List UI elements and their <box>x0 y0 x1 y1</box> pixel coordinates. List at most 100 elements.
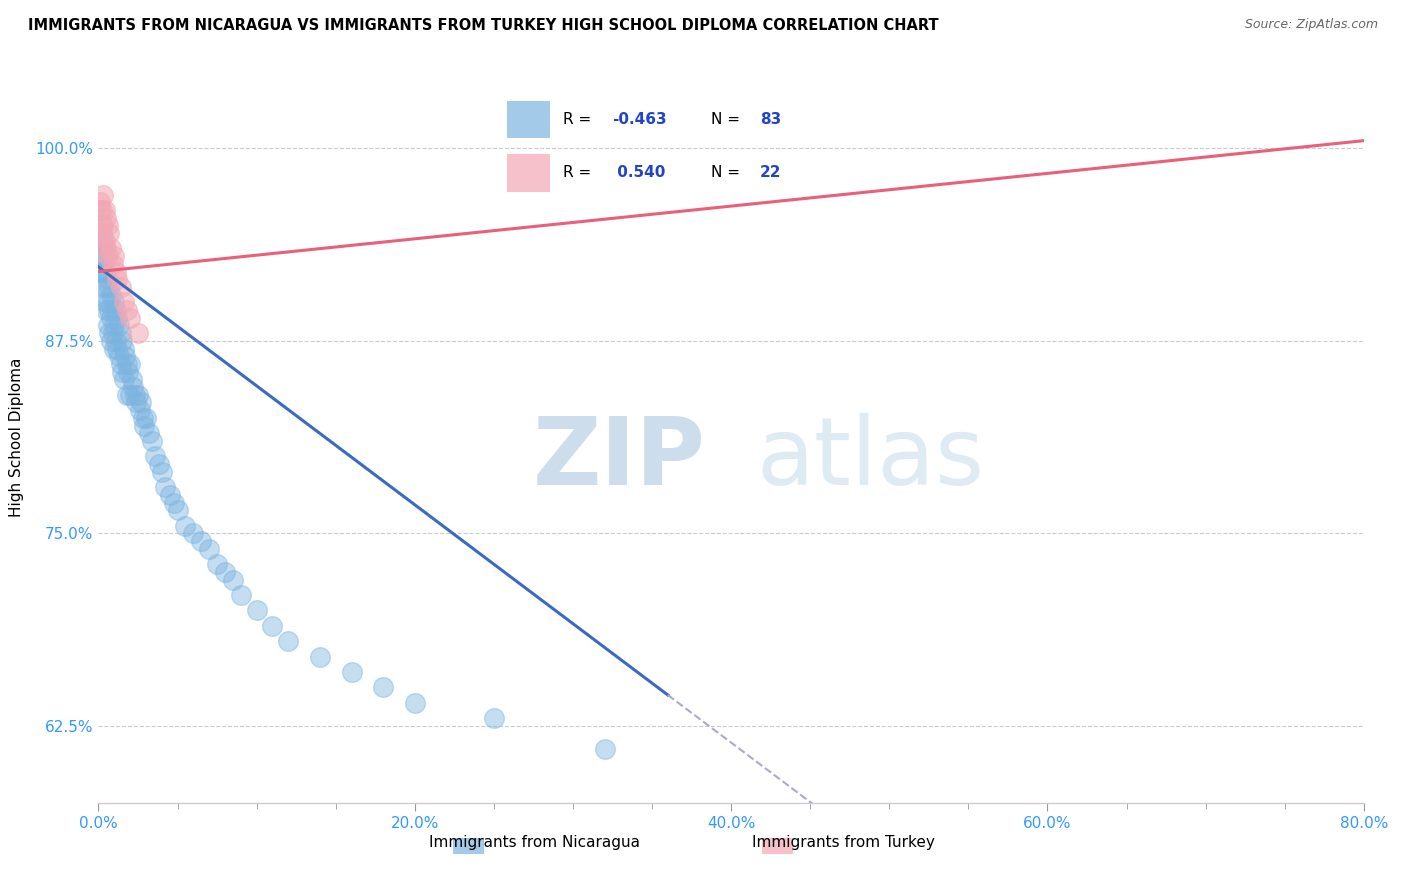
Point <box>90 264 112 278</box>
Point <box>120 357 141 371</box>
Point <box>89 202 111 217</box>
Point <box>91 264 114 278</box>
Point <box>90 202 112 217</box>
Point <box>100 310 122 325</box>
Point <box>108 349 131 363</box>
Point <box>89 234 111 248</box>
Text: Immigrants from Turkey: Immigrants from Turkey <box>752 836 935 850</box>
Point <box>97 295 120 310</box>
Point <box>90 226 112 240</box>
Point <box>214 565 236 579</box>
Point <box>190 534 212 549</box>
Point <box>111 365 134 379</box>
Point <box>132 410 155 425</box>
Point <box>97 249 120 263</box>
Point <box>150 465 173 479</box>
Point <box>482 711 505 725</box>
Point <box>145 450 166 464</box>
Point <box>97 272 120 286</box>
Point <box>104 264 127 278</box>
Point <box>112 372 135 386</box>
Point <box>134 418 156 433</box>
Point <box>222 573 245 587</box>
Point <box>112 295 135 310</box>
Point <box>115 357 138 371</box>
Point <box>125 395 148 409</box>
Point <box>110 357 132 371</box>
Point <box>110 280 132 294</box>
Point <box>120 310 141 325</box>
Point <box>340 665 363 679</box>
Point <box>404 696 426 710</box>
Point <box>89 195 111 210</box>
Point <box>103 318 125 333</box>
Point <box>96 280 118 294</box>
Point <box>159 488 181 502</box>
Text: Immigrants from Nicaragua: Immigrants from Nicaragua <box>429 836 640 850</box>
Point <box>153 480 176 494</box>
Point <box>98 303 121 318</box>
Point <box>93 202 117 217</box>
Point <box>98 280 121 294</box>
Point <box>96 242 118 256</box>
Point <box>117 365 139 379</box>
Text: Source: ZipAtlas.com: Source: ZipAtlas.com <box>1244 18 1378 31</box>
Point <box>120 388 141 402</box>
Point <box>129 395 152 409</box>
Point <box>96 249 118 263</box>
Point <box>96 211 118 225</box>
Point <box>100 242 122 256</box>
Point <box>91 219 114 233</box>
Point <box>198 541 221 556</box>
Point <box>229 588 252 602</box>
Point <box>128 403 150 417</box>
Point <box>96 303 118 318</box>
Point <box>127 326 149 340</box>
Text: atlas: atlas <box>756 413 984 505</box>
Point <box>166 503 188 517</box>
Text: ZIP: ZIP <box>533 413 706 505</box>
Point <box>115 388 138 402</box>
Point <box>90 249 112 263</box>
Point <box>124 388 146 402</box>
Point <box>97 219 120 233</box>
Point <box>93 242 117 256</box>
Point <box>163 495 186 509</box>
Point <box>122 380 145 394</box>
Y-axis label: High School Diploma: High School Diploma <box>10 358 24 516</box>
Point <box>93 295 117 310</box>
Point <box>91 187 114 202</box>
Text: IMMIGRANTS FROM NICARAGUA VS IMMIGRANTS FROM TURKEY HIGH SCHOOL DIPLOMA CORRELAT: IMMIGRANTS FROM NICARAGUA VS IMMIGRANTS … <box>28 18 939 33</box>
Point <box>112 342 135 356</box>
Point <box>111 334 134 348</box>
Point <box>101 326 124 340</box>
Point <box>277 634 299 648</box>
Point <box>127 388 149 402</box>
Point <box>103 342 125 356</box>
Point <box>97 318 120 333</box>
Point <box>98 326 121 340</box>
Point <box>91 234 114 248</box>
Point <box>246 603 269 617</box>
Point <box>93 264 117 278</box>
Point <box>121 372 143 386</box>
Point <box>174 518 197 533</box>
Point <box>114 349 136 363</box>
Point <box>107 310 129 325</box>
Point <box>183 526 205 541</box>
Point <box>371 681 394 695</box>
Point <box>101 303 124 318</box>
Point <box>103 249 125 263</box>
Point <box>115 303 138 318</box>
Point <box>110 326 132 340</box>
Point <box>104 334 127 348</box>
Point <box>138 426 160 441</box>
Point <box>108 318 131 333</box>
Point <box>107 272 129 286</box>
Point <box>93 234 117 248</box>
Point <box>91 280 114 294</box>
Point <box>90 219 112 233</box>
Point <box>593 742 616 756</box>
Point <box>262 618 284 632</box>
Point <box>104 303 127 318</box>
